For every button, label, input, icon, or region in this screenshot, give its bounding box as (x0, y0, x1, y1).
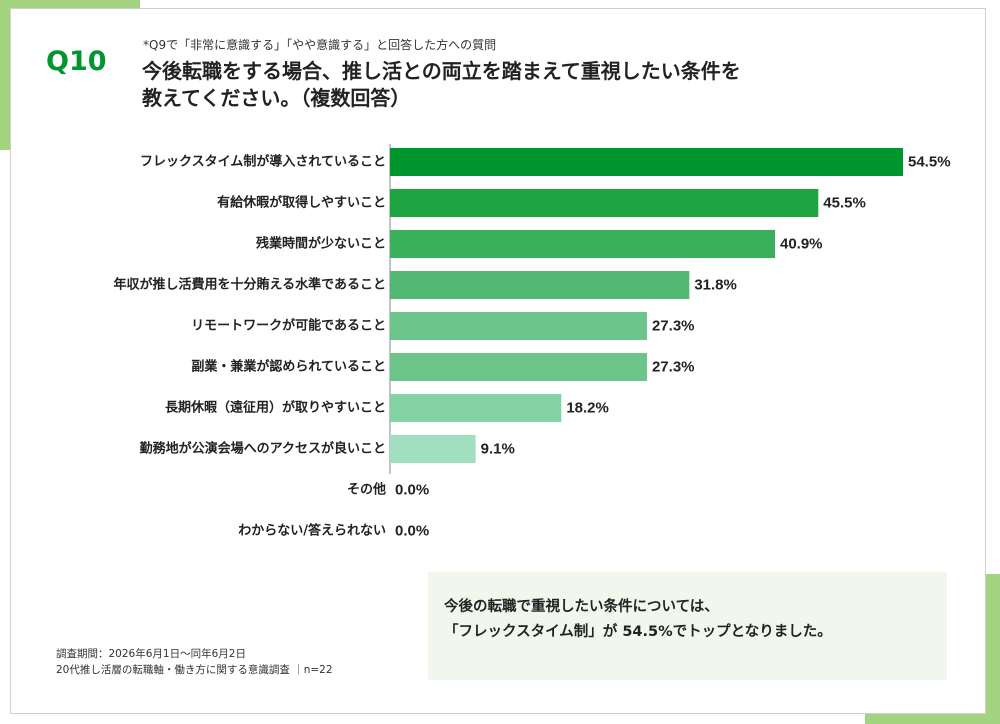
bar (390, 353, 647, 381)
question-note: *Q9で「非常に意識する」「やや意識する」と回答した方への質問 (143, 38, 497, 52)
category-label: リモートワークが可能であること (191, 318, 386, 334)
frame-accent-left-top (0, 0, 10, 150)
question-title: 今後転職をする場合、推し活との両立を踏まえて重視したい条件を 教えてください。（… (142, 58, 862, 112)
value-label: 18.2% (566, 400, 609, 417)
value-label: 0.0% (395, 523, 429, 540)
summary-box: 今後の転職で重視したい条件については、 「フレックスタイム制」が 54.5%でト… (428, 572, 947, 680)
bar (390, 394, 562, 422)
bar (390, 435, 476, 463)
survey-period: 調査期間：2026年6月1日～同年6月2日 (56, 648, 246, 660)
survey-name: 20代推し活層の転職軸・働き方に関する意識調査 ｜n=22 (56, 664, 333, 676)
value-label: 9.1% (481, 441, 515, 458)
category-label: 長期休暇（遠征用）が取りやすいこと (165, 400, 386, 416)
summary-line-1: 今後の転職で重視したい条件については、 (444, 599, 719, 615)
value-label: 40.9% (780, 236, 823, 253)
question-number: Q10 (46, 46, 107, 77)
value-label: 45.5% (823, 195, 866, 212)
summary-line-2: 「フレックスタイム制」が 54.5%でトップとなりました。 (444, 624, 832, 640)
category-label: 年収が推し活費用を十分賄える水準であること (114, 277, 386, 293)
value-label: 27.3% (652, 318, 695, 335)
value-label: 27.3% (652, 359, 695, 376)
survey-footer: 調査期間：2026年6月1日～同年6月2日 20代推し活層の転職軸・働き方に関す… (56, 646, 333, 678)
frame-accent-right-bottom (986, 574, 1000, 724)
frame-accent-bottom-right (865, 714, 1000, 724)
question-title-line-2: 教えてください。（複数回答） (142, 86, 411, 110)
category-label: 残業時間が少ないこと (256, 236, 386, 252)
category-label: 勤務地が公演会場へのアクセスが良いこと (140, 441, 386, 457)
value-label: 0.0% (395, 482, 429, 499)
question-title-line-1: 今後転職をする場合、推し活との両立を踏まえて重視したい条件を (142, 59, 741, 83)
frame-accent-top-left (0, 0, 140, 8)
category-label: 副業・兼業が認められていること (191, 359, 386, 375)
category-label: その他 (347, 482, 386, 498)
bar (390, 148, 903, 176)
bar (390, 189, 819, 217)
value-label: 54.5% (908, 154, 951, 171)
bar (390, 312, 647, 340)
category-label: わからない/答えられない (238, 523, 386, 539)
value-label: 31.8% (694, 277, 737, 294)
bar (390, 271, 690, 299)
bar (390, 230, 775, 258)
category-label: フレックスタイム制が導入されていること (140, 154, 386, 170)
category-label: 有給休暇が取得しやすいこと (217, 195, 386, 211)
